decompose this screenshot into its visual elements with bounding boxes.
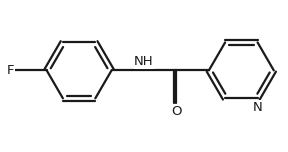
- Text: F: F: [7, 64, 14, 77]
- Text: N: N: [253, 101, 262, 114]
- Text: NH: NH: [134, 55, 154, 68]
- Text: O: O: [171, 105, 182, 118]
